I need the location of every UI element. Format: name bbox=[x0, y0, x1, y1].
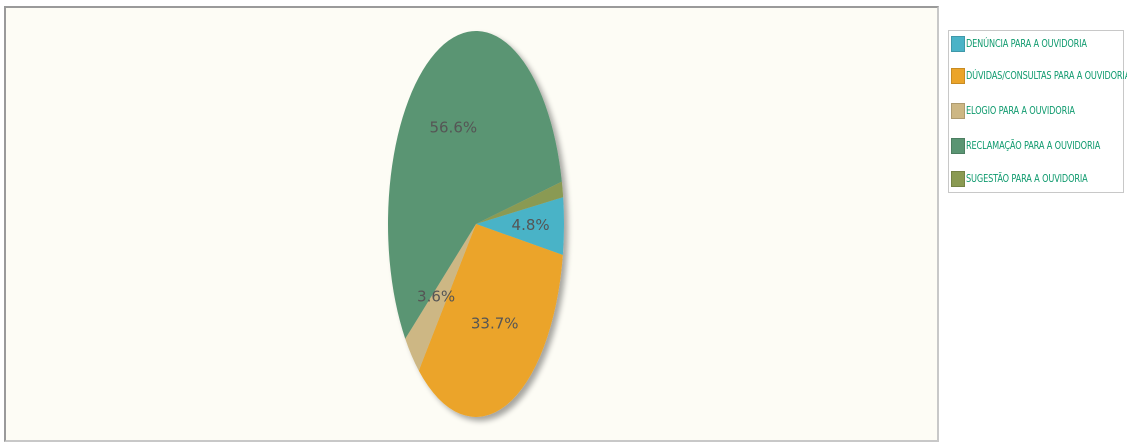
legend-swatch bbox=[951, 103, 965, 119]
legend-item-reclamacao[interactable]: RECLAMAÇÃO PARA A OUVIDORIA bbox=[951, 136, 1127, 156]
legend-label: RECLAMAÇÃO PARA A OUVIDORIA bbox=[966, 140, 1101, 152]
legend-item-duvidas[interactable]: DÚVIDAS/CONSULTAS PARA A OUVIDORIA bbox=[951, 66, 1127, 86]
legend-swatch bbox=[951, 138, 965, 154]
legend-item-elogio[interactable]: ELOGIO PARA A OUVIDORIA bbox=[951, 101, 1106, 121]
pie-slice-0[interactable] bbox=[476, 197, 564, 256]
plot-area: 4.8% 33.7% 3.6% 56.6% bbox=[4, 6, 939, 442]
legend-label: DENÚNCIA PARA A OUVIDORIA bbox=[966, 38, 1087, 50]
pie-slice-3[interactable] bbox=[388, 30, 562, 339]
legend-label: SUGESTÃO PARA A OUVIDORIA bbox=[966, 173, 1088, 185]
pie-slice-4[interactable] bbox=[476, 181, 564, 224]
legend-item-denuncia[interactable]: DENÚNCIA PARA A OUVIDORIA bbox=[951, 34, 1121, 54]
pie-chart: 4.8% 33.7% 3.6% 56.6% bbox=[388, 30, 564, 417]
legend-swatch bbox=[951, 68, 965, 84]
legend-swatch bbox=[951, 171, 965, 187]
legend-item-sugestao[interactable]: SUGESTÃO PARA A OUVIDORIA bbox=[951, 169, 1122, 189]
slice-data-label: 56.6% bbox=[429, 119, 477, 137]
pie-slice-2[interactable] bbox=[405, 224, 476, 371]
legend: DENÚNCIA PARA A OUVIDORIA DÚVIDAS/CONSUL… bbox=[948, 30, 1127, 193]
legend-swatch bbox=[951, 36, 965, 52]
slice-data-label: 3.6% bbox=[417, 287, 455, 305]
legend-label: DÚVIDAS/CONSULTAS PARA A OUVIDORIA bbox=[966, 70, 1127, 82]
slice-data-label: 4.8% bbox=[512, 216, 550, 234]
slice-data-label: 33.7% bbox=[471, 315, 519, 333]
legend-label: ELOGIO PARA A OUVIDORIA bbox=[966, 105, 1075, 117]
pie-slice-1[interactable] bbox=[418, 224, 563, 417]
